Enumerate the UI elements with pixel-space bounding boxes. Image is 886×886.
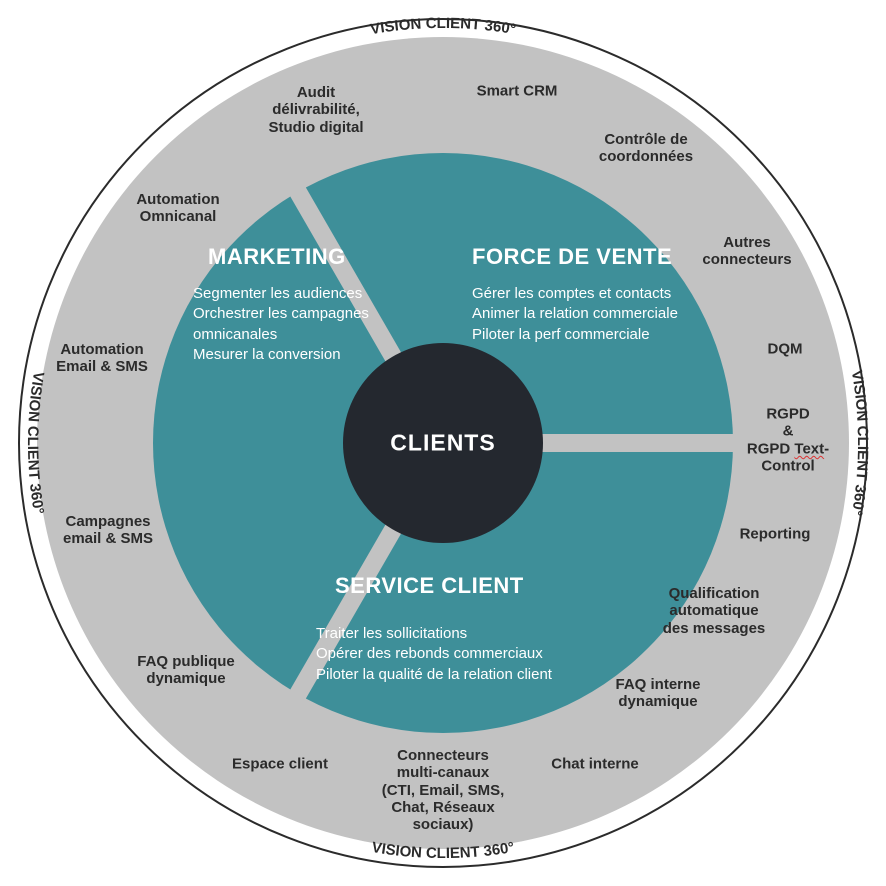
- outer-item-rgpd: RGPD&RGPD Text-Control: [747, 406, 829, 475]
- outer-item-faq-pub: FAQ publiquedynamique: [137, 653, 235, 688]
- outer-item-faq-int: FAQ internedynamique: [615, 676, 700, 711]
- outer-item-reporting: Reporting: [740, 525, 811, 542]
- sector-marketing-title: MARKETING: [208, 244, 346, 270]
- outer-item-chat-int: Chat interne: [551, 755, 639, 772]
- outer-item-audit: Auditdélivrabilité,Studio digital: [269, 84, 364, 136]
- sector-service-client-body: Traiter les sollicitationsOpérer des reb…: [316, 624, 552, 685]
- outer-item-auto-emailsms: AutomationEmail & SMS: [56, 341, 148, 376]
- center-label: CLIENTS: [390, 430, 495, 457]
- outer-item-controle: Contrôle decoordonnées: [599, 131, 693, 166]
- arc-label-top: VISION CLIENT 360°: [369, 15, 517, 38]
- sector-service-client-title: SERVICE CLIENT: [335, 573, 524, 599]
- arc-label-right: VISION CLIENT 360°: [848, 369, 871, 517]
- outer-item-dqm: DQM: [768, 340, 803, 357]
- sector-force-de-vente-body: Gérer les comptes et contactsAnimer la r…: [472, 284, 678, 345]
- outer-item-connecteurs-mc: Connecteursmulti-canaux(CTI, Email, SMS,…: [382, 747, 505, 833]
- outer-item-espace: Espace client: [232, 755, 328, 772]
- sector-marketing-body: Segmenter les audiencesOrchestrer les ca…: [193, 284, 369, 365]
- outer-item-smartcrm: Smart CRM: [477, 82, 558, 99]
- outer-item-auto-omni: AutomationOmnicanal: [136, 191, 219, 226]
- outer-item-campagnes: Campagnesemail & SMS: [63, 513, 153, 548]
- outer-item-autres-conn: Autresconnecteurs: [702, 234, 791, 269]
- sector-force-de-vente-title: FORCE DE VENTE: [472, 244, 672, 270]
- outer-item-qualif: Qualificationautomatiquedes messages: [663, 585, 766, 637]
